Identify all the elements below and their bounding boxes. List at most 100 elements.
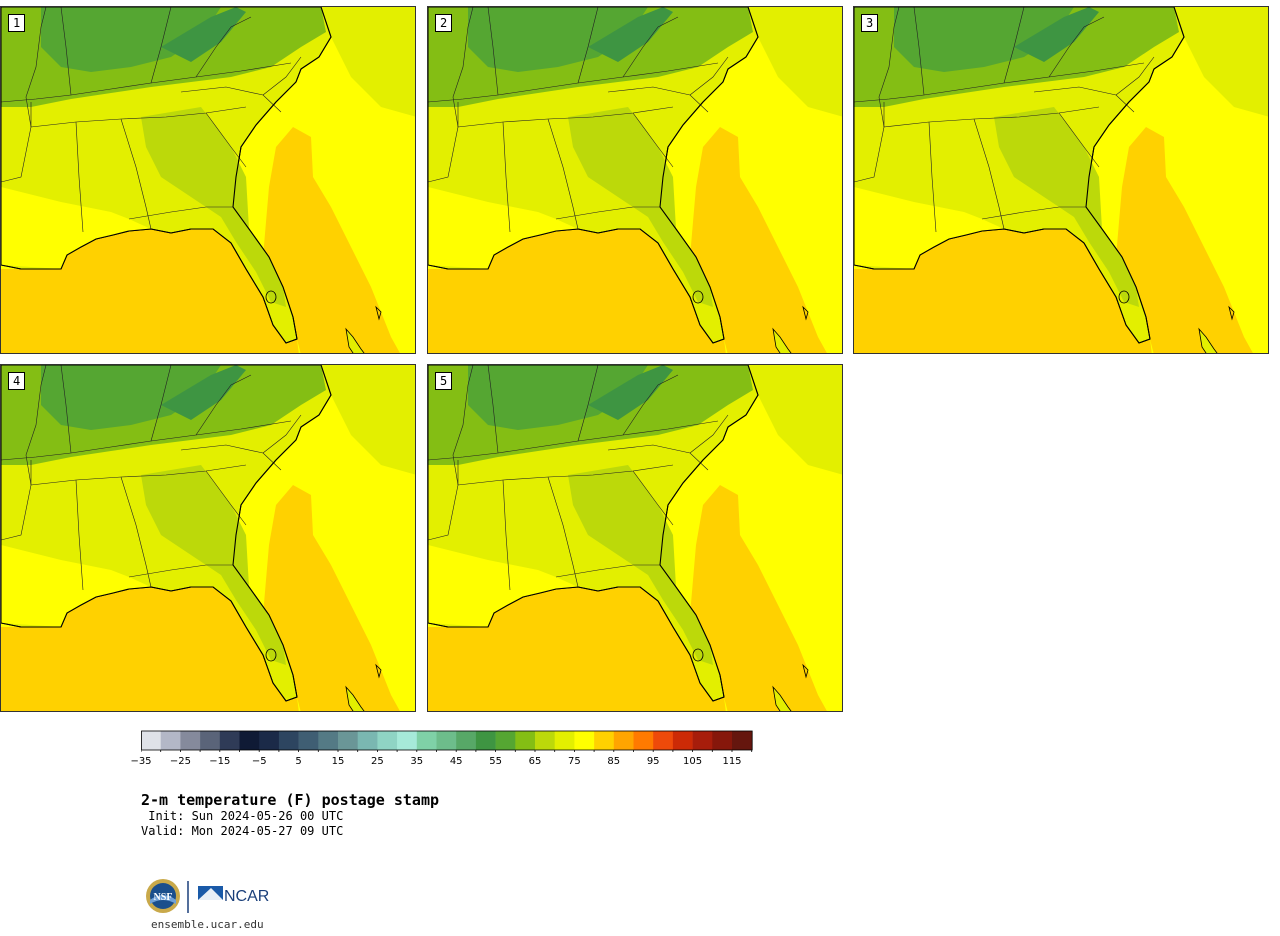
colorbar-tick-label: 105 (683, 756, 703, 767)
state-boundary (928, 121, 937, 233)
lake-okeechobee (692, 290, 704, 304)
state-boundary (150, 365, 172, 442)
lake-okeechobee (692, 648, 704, 662)
bahamas-island (345, 685, 365, 711)
appalachian-cold-area (588, 365, 673, 420)
panel-label: 2 (435, 14, 453, 32)
nsf-ncar-logo: NSF NCAR (146, 879, 269, 913)
colorbar-swatch (377, 731, 398, 750)
state-boundary (428, 460, 459, 541)
state-boundary (195, 16, 252, 78)
state-boundary (622, 16, 679, 78)
state-boundary (487, 365, 499, 454)
colorbar-swatch (278, 731, 299, 750)
temperature-map (428, 365, 842, 711)
panel-label: 3 (861, 14, 879, 32)
colorbar-swatch (180, 731, 201, 750)
colorbar-tick-label: −15 (209, 756, 231, 767)
colorbar-swatch (554, 731, 575, 750)
colorbar-tick-label: −35 (130, 756, 152, 767)
state-boundary (973, 118, 1005, 230)
colorbar-swatch (416, 731, 437, 750)
state-boundary (878, 7, 900, 128)
state-boundary (689, 56, 729, 96)
colorbar-tick-label: 25 (371, 756, 384, 767)
colorbar-tick-label: 85 (607, 756, 621, 767)
state-boundary (205, 470, 247, 526)
mountain-cold-area (41, 7, 221, 72)
panel-label: 1 (8, 14, 26, 32)
bahamas-island (802, 305, 809, 321)
state-boundary (180, 86, 282, 113)
state-boundary (1048, 16, 1105, 78)
state-boundary (622, 374, 679, 436)
state-boundary (25, 7, 47, 128)
gulf-warm-area (854, 229, 1152, 353)
state-boundary (150, 7, 172, 84)
coastline (854, 7, 1185, 344)
state-boundary (30, 464, 247, 486)
lake-okeechobee (265, 648, 277, 662)
state-boundary (607, 444, 709, 471)
state-boundary (1003, 7, 1025, 84)
state-boundary (607, 86, 709, 113)
state-boundary (555, 564, 660, 578)
bahamas-island (345, 327, 365, 353)
state-boundary (428, 420, 719, 461)
state-boundary (981, 206, 1086, 220)
state-boundary (60, 7, 72, 96)
map-panel-1: 1 (0, 6, 416, 354)
state-boundary (577, 365, 599, 442)
state-boundary (128, 564, 233, 578)
gulf-warm-area (1, 587, 299, 711)
state-boundary (1058, 112, 1100, 168)
state-boundary (854, 102, 885, 183)
colorbar-tick-label: 45 (449, 756, 463, 767)
warm-land-area (428, 545, 578, 627)
temperature-map (428, 7, 842, 353)
mountain-cold-area (468, 7, 648, 72)
bahamas-island (375, 305, 382, 321)
state-boundary (75, 479, 84, 591)
bahamas-island (1198, 327, 1218, 353)
colorbar-swatch (672, 731, 693, 750)
panel-label: 5 (435, 372, 453, 390)
appalachian-cold-area (1014, 7, 1099, 62)
map-panel-4: 4 (0, 364, 416, 712)
colorbar-swatch (574, 731, 595, 750)
warm-land-area (1, 545, 151, 627)
state-boundary (120, 476, 152, 588)
atlantic-warm-area (690, 485, 827, 711)
colorbar-swatch (397, 731, 418, 750)
coastline (1, 7, 332, 344)
state-boundary (502, 121, 511, 233)
state-boundary (128, 206, 233, 220)
colorbar-tick-label: 15 (331, 756, 345, 767)
colorbar-swatch (239, 731, 260, 750)
map-panel-2: 2 (427, 6, 843, 354)
state-boundary (25, 365, 47, 486)
colorbar-swatch (357, 731, 378, 750)
map-panel-5: 5 (427, 364, 843, 712)
state-boundary (632, 112, 674, 168)
state-boundary (452, 365, 474, 486)
ncar-logo-icon: NCAR (198, 886, 269, 905)
state-boundary (1033, 86, 1135, 113)
warm-land-area (854, 187, 1004, 269)
state-boundary (854, 62, 1145, 103)
gulf-warm-area (1, 229, 299, 353)
appalachian-cold-area (588, 7, 673, 62)
coastline (1, 365, 332, 702)
colorbar-swatch (475, 731, 496, 750)
state-boundary (577, 7, 599, 84)
appalachian-cold-area (161, 365, 246, 420)
state-boundary (262, 414, 302, 454)
state-boundary (1, 420, 292, 461)
colorbar-swatch (298, 731, 319, 750)
mountain-cold-area (894, 7, 1074, 72)
colorbar-swatch (633, 731, 654, 750)
bahamas-island (772, 327, 792, 353)
state-boundary (1, 102, 32, 183)
state-boundary (452, 7, 474, 128)
warm-land-area (1, 187, 151, 269)
